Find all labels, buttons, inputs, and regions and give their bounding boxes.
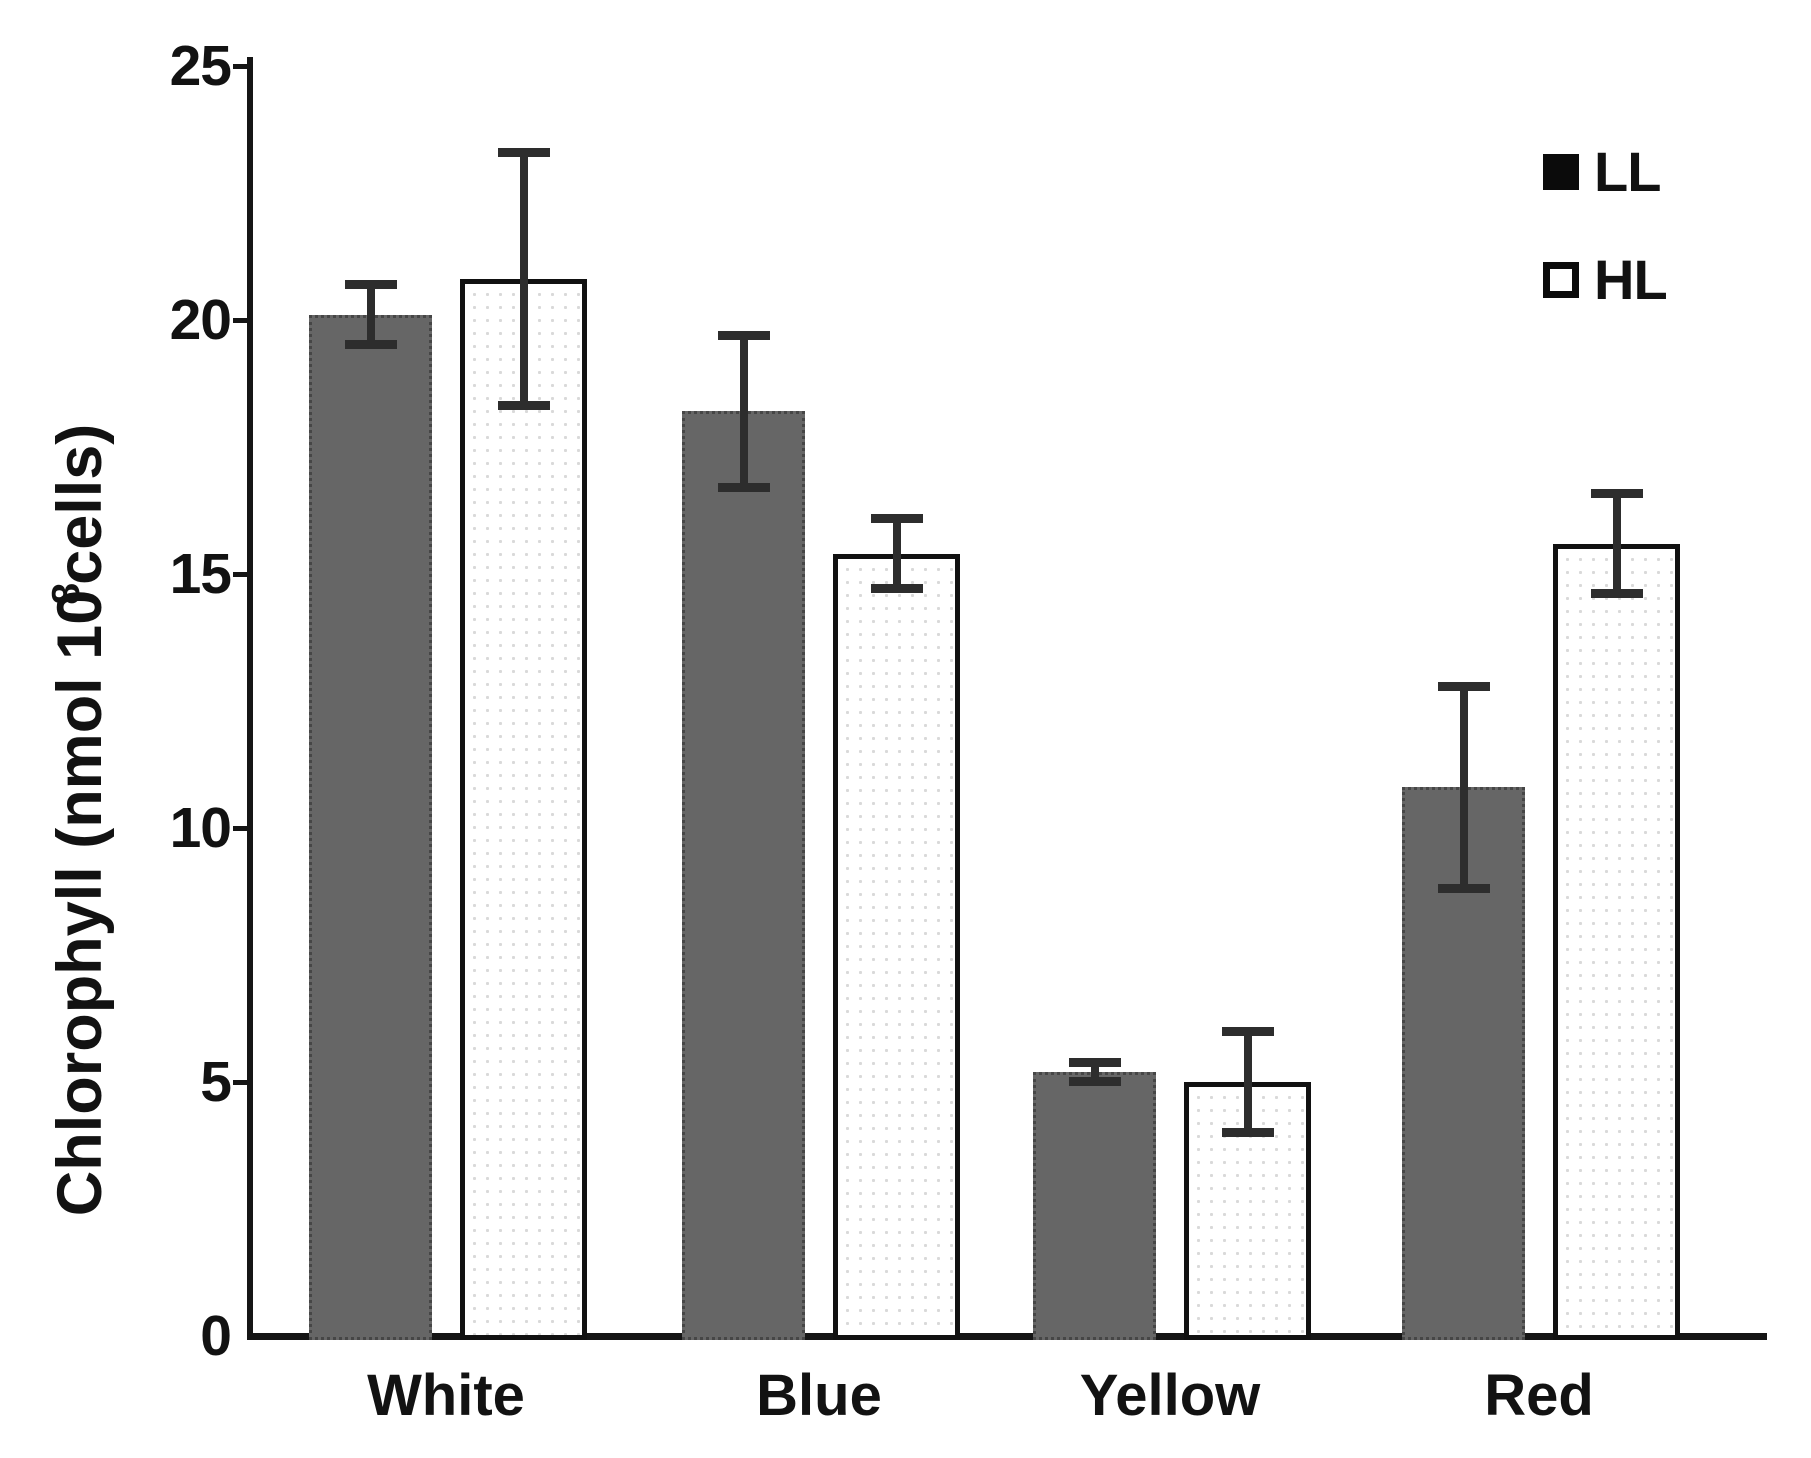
y-tick-5 xyxy=(233,1080,247,1085)
error-bar-red-hl-cap-top xyxy=(1590,488,1643,498)
x-category-label-blue: Blue xyxy=(756,1363,882,1428)
error-bar-yellow-ll-cap-bottom xyxy=(1068,1077,1121,1086)
y-tick-label-0: 0 xyxy=(200,1304,232,1368)
y-tick-20 xyxy=(233,318,247,323)
bar-blue-ll xyxy=(682,411,805,1340)
error-bar-white-ll-cap-top xyxy=(344,280,397,290)
error-bar-blue-ll-cap-bottom xyxy=(717,482,770,492)
error-bar-yellow-hl-cap-top xyxy=(1221,1027,1274,1037)
y-tick-label-20: 20 xyxy=(169,288,232,352)
error-bar-red-ll-cap-top xyxy=(1437,681,1490,691)
bar-blue-hl xyxy=(833,553,960,1340)
error-bar-red-ll-cap-bottom xyxy=(1437,883,1490,893)
y-tick-label-15: 15 xyxy=(169,542,232,606)
error-bar-blue-hl-cap-bottom xyxy=(870,584,923,594)
y-tick-10 xyxy=(233,826,247,831)
bar-white-hl xyxy=(460,279,587,1340)
x-axis-line xyxy=(247,1333,1767,1340)
bar-yellow-hl xyxy=(1184,1082,1311,1340)
x-category-label-white: White xyxy=(367,1363,525,1428)
x-category-label-red: Red xyxy=(1484,1363,1594,1428)
error-bar-red-ll-line xyxy=(1459,685,1468,889)
error-bar-blue-hl-line xyxy=(892,518,901,590)
bar-white-ll xyxy=(309,314,432,1340)
error-bar-white-ll-cap-bottom xyxy=(344,340,397,350)
error-bar-red-hl-line xyxy=(1612,492,1621,595)
error-bar-yellow-hl-line xyxy=(1243,1031,1252,1133)
legend-item-ll: LL xyxy=(1543,140,1661,203)
error-bar-white-hl-cap-top xyxy=(497,148,550,158)
error-bar-yellow-ll-cap-top xyxy=(1068,1057,1121,1067)
error-bar-yellow-ll-line xyxy=(1090,1061,1099,1082)
y-tick-label-5: 5 xyxy=(200,1050,232,1114)
legend-item-hl: HL xyxy=(1543,248,1668,311)
hl-swatch-icon xyxy=(1543,262,1579,298)
legend-label-hl: HL xyxy=(1594,248,1668,311)
y-tick-label-10: 10 xyxy=(169,796,232,860)
bar-red-hl xyxy=(1553,543,1680,1340)
y-tick-label-25: 25 xyxy=(169,34,232,98)
x-category-label-yellow: Yellow xyxy=(1079,1363,1261,1428)
y-axis-line xyxy=(247,57,253,1340)
error-bar-blue-hl-cap-top xyxy=(870,514,923,524)
error-bar-yellow-hl-cap-bottom xyxy=(1221,1127,1274,1137)
legend-label-ll: LL xyxy=(1594,140,1661,203)
bar-yellow-ll xyxy=(1033,1071,1156,1340)
error-bar-blue-ll-cap-top xyxy=(717,331,770,341)
y-axis-title-superscript: 8 xyxy=(45,584,88,605)
y-tick-15 xyxy=(233,572,247,577)
ll-swatch-icon xyxy=(1543,154,1579,190)
error-bar-red-hl-cap-bottom xyxy=(1590,589,1643,599)
error-bar-white-hl-cap-bottom xyxy=(497,401,550,411)
error-bar-blue-ll-line xyxy=(739,335,748,488)
error-bar-white-ll-line xyxy=(366,284,375,346)
y-axis-title-text: Chlorophyll (nmol 10 xyxy=(45,589,115,1217)
y-tick-25 xyxy=(233,64,247,69)
error-bar-white-hl-line xyxy=(519,152,528,407)
